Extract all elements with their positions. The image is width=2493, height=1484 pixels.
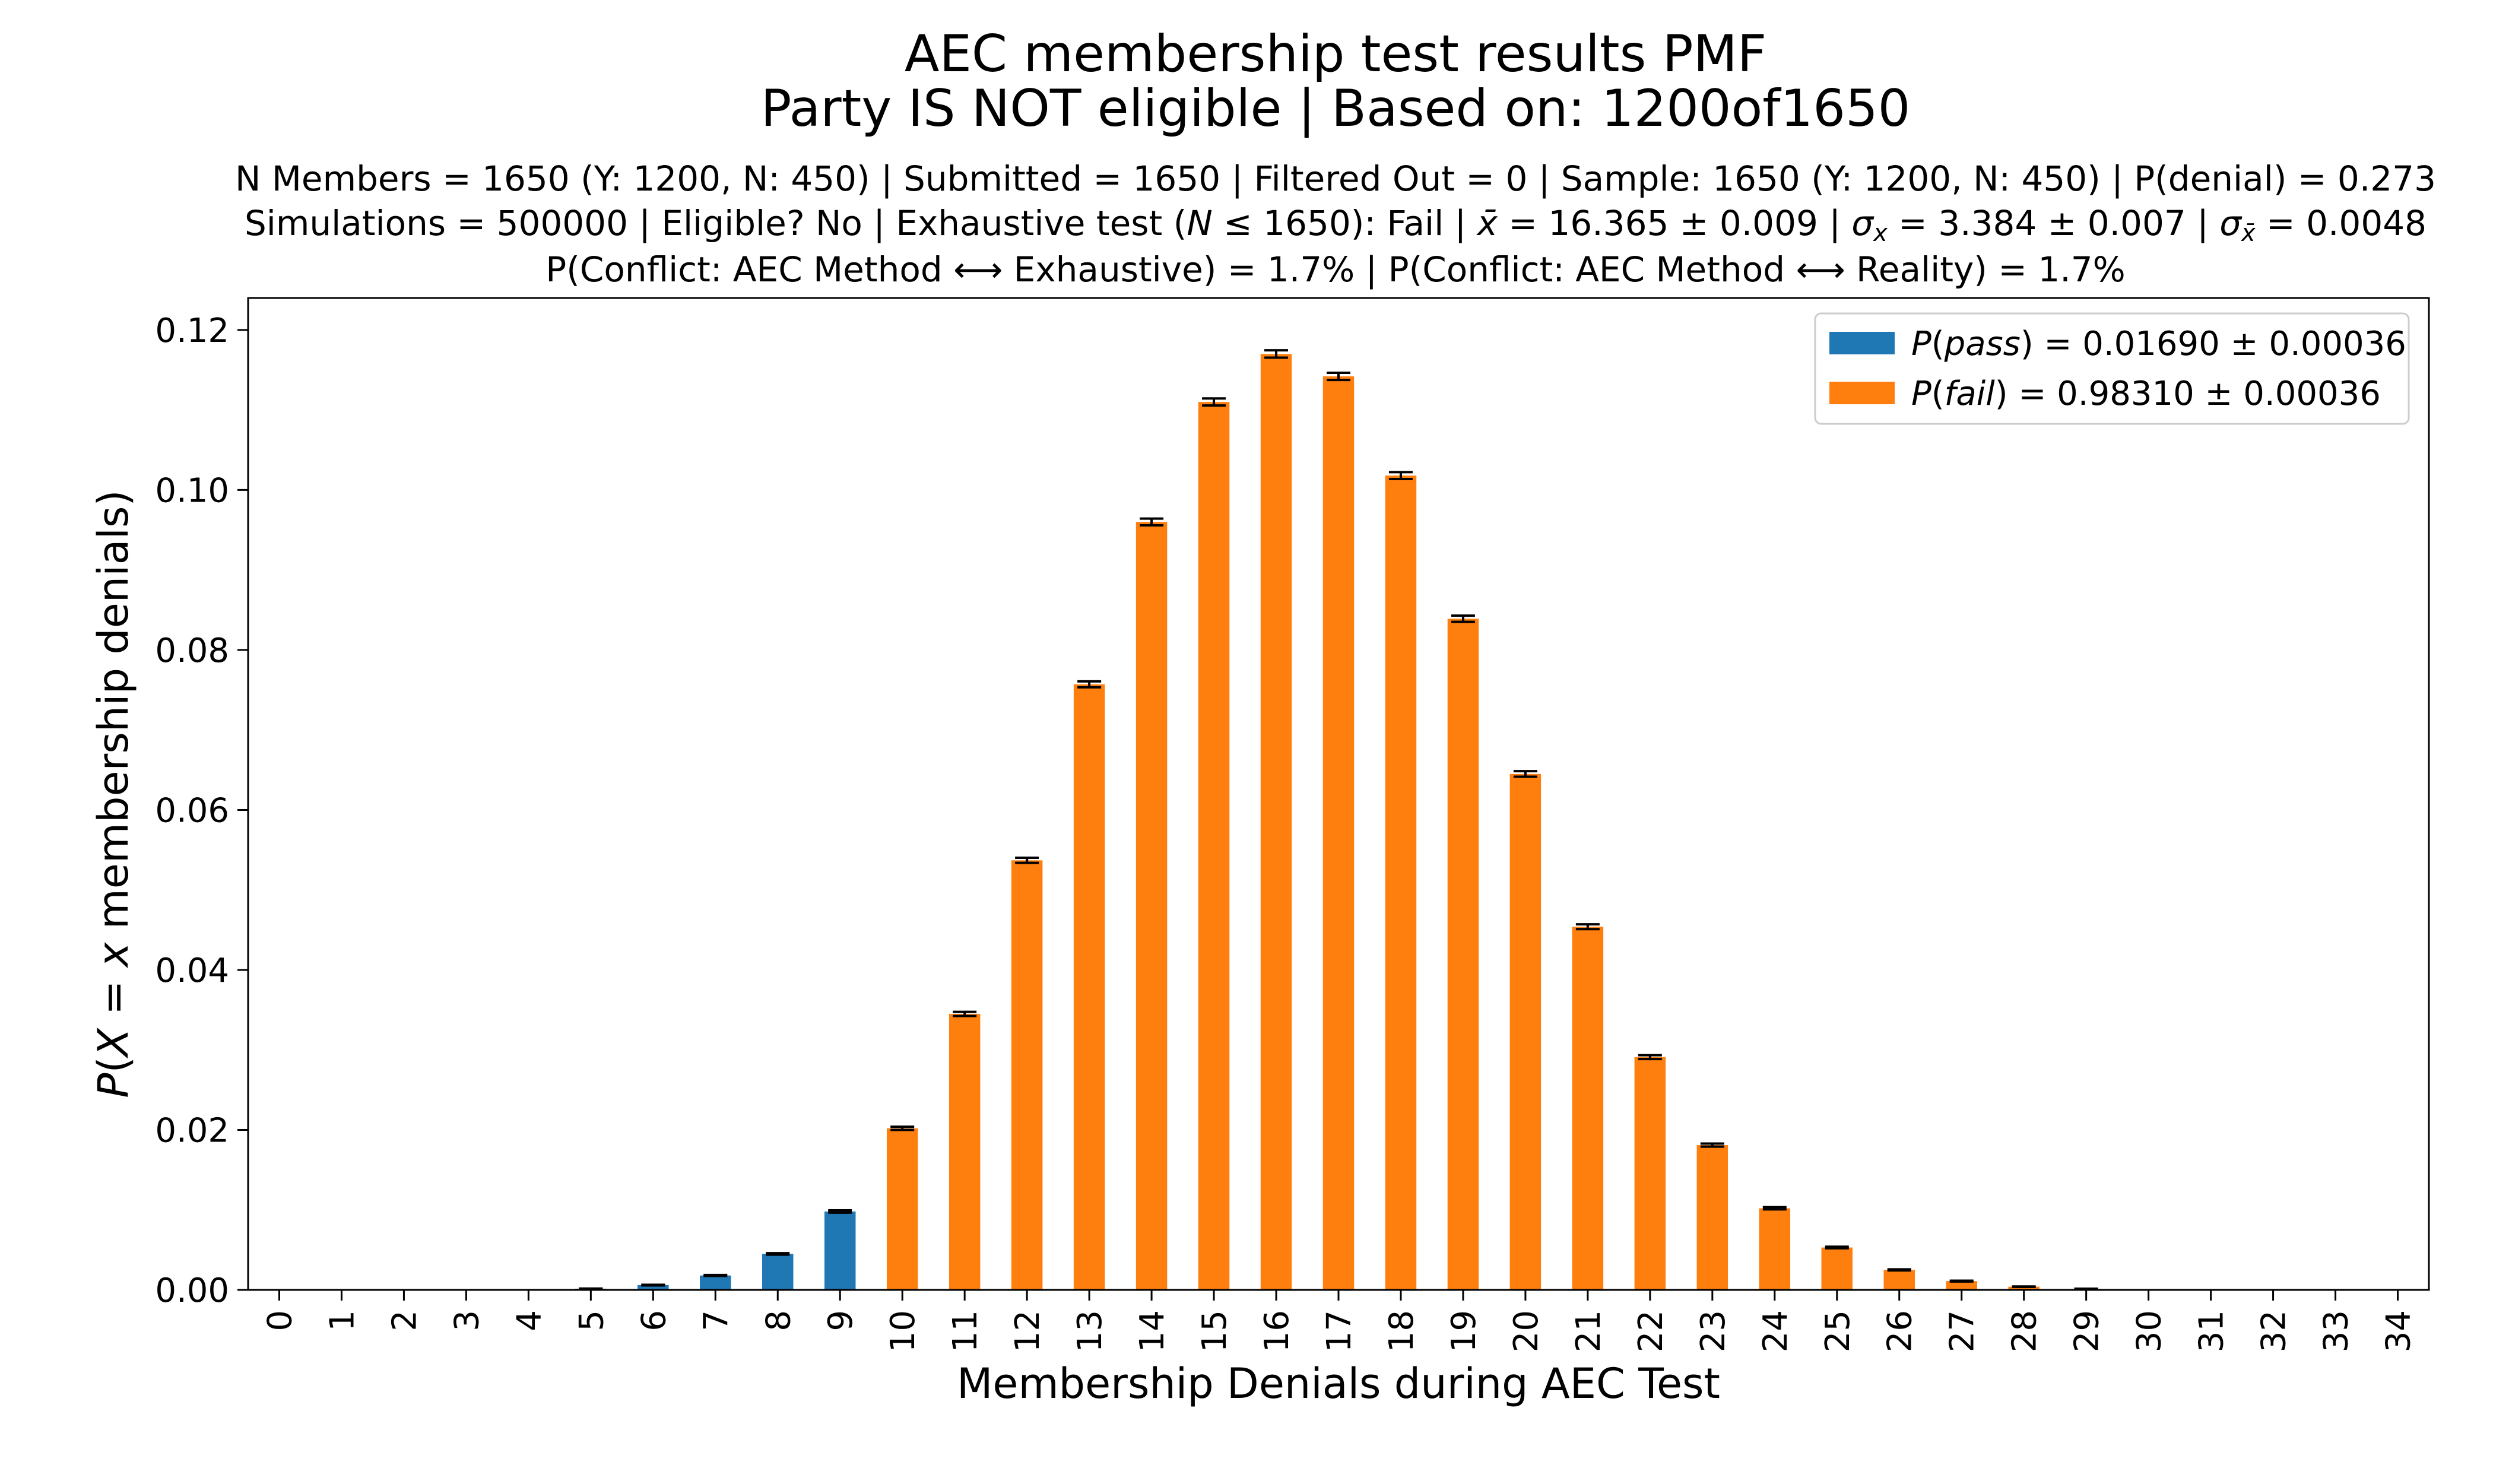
x-tick-label-21: 21 — [1569, 1310, 1608, 1352]
info-line-1: N Members = 1650 (Y: 1200, N: 450) | Sub… — [235, 158, 2436, 199]
bar-28 — [2008, 1286, 2040, 1290]
y-tick-label-0.00: 0.00 — [155, 1271, 229, 1310]
x-tick-label-17: 17 — [1320, 1310, 1359, 1352]
bar-7 — [700, 1275, 731, 1290]
legend-box — [1814, 312, 2410, 425]
legend-swatch-pass — [1829, 332, 1895, 354]
bar-15 — [1198, 402, 1230, 1290]
x-tick-label-29: 29 — [2068, 1310, 2107, 1352]
x-tick-label-14: 14 — [1133, 1310, 1172, 1352]
bar-10 — [886, 1128, 918, 1290]
bar-18 — [1385, 475, 1417, 1290]
legend-label-fail: P(fail) = 0.98310 ± 0.00036 — [1911, 375, 2381, 413]
bar-20 — [1509, 773, 1542, 1290]
bar-19 — [1447, 619, 1479, 1290]
x-tick-label-26: 26 — [1881, 1310, 1920, 1352]
x-tick-label-8: 8 — [759, 1310, 798, 1331]
x-tick-label-20: 20 — [1507, 1310, 1546, 1352]
x-tick-label-7: 7 — [697, 1310, 735, 1331]
x-tick-label-31: 31 — [2193, 1310, 2231, 1352]
bar-6 — [637, 1285, 669, 1290]
x-tick-label-16: 16 — [1258, 1310, 1296, 1352]
x-tick-label-3: 3 — [448, 1310, 486, 1331]
info-line-2: Simulations = 500000 | Eligible? No | Ex… — [0, 206, 2493, 245]
bar-22 — [1634, 1057, 1666, 1290]
info-n-symbol: N — [1187, 203, 1213, 243]
x-tick-label-25: 25 — [1819, 1310, 1857, 1352]
bars-group — [513, 354, 2226, 1290]
y-axis-label: P(X = x membership denials) — [89, 490, 138, 1098]
chart-subtitle: Party IS NOT eligible | Based on: 1200of… — [760, 79, 1911, 138]
x-tick-label-4: 4 — [510, 1310, 548, 1331]
y-tick-label-0.12: 0.12 — [155, 312, 229, 350]
y-tick-label-0.06: 0.06 — [155, 791, 229, 830]
bar-27 — [1946, 1281, 1977, 1290]
x-tick-label-23: 23 — [1694, 1310, 1733, 1352]
bar-25 — [1821, 1247, 1853, 1290]
info-sigma-x-sub: x — [1873, 220, 1888, 247]
y-tick-label-0.08: 0.08 — [155, 632, 229, 670]
x-tick-label-19: 19 — [1445, 1310, 1483, 1352]
x-tick-label-27: 27 — [1943, 1310, 1982, 1352]
info-sigma-xbar-sub: x̄ — [2241, 220, 2256, 247]
bar-9 — [824, 1211, 856, 1290]
y-tick-label-0.02: 0.02 — [155, 1111, 229, 1150]
x-tick-label-6: 6 — [635, 1310, 673, 1331]
bar-12 — [1011, 860, 1043, 1290]
x-axis-label: Membership Denials during AEC Test — [957, 1359, 1720, 1408]
x-tick-label-34: 34 — [2380, 1310, 2418, 1352]
bar-16 — [1260, 354, 1292, 1290]
bar-11 — [949, 1014, 981, 1290]
x-tick-label-12: 12 — [1008, 1310, 1047, 1352]
bar-8 — [762, 1254, 794, 1290]
x-tick-label-9: 9 — [822, 1310, 860, 1331]
bar-26 — [1883, 1270, 1915, 1290]
chart-title: AEC membership test results PMF — [904, 24, 1767, 84]
info-sigma-x-symbol: σ — [1851, 203, 1874, 243]
x-tick-label-15: 15 — [1195, 1310, 1234, 1352]
info-sigma-xbar-value: = 0.0048 — [2255, 203, 2427, 243]
x-tick-label-32: 32 — [2255, 1310, 2294, 1352]
info-n-rel: ≤ 1650): Fail | — [1212, 203, 1477, 243]
legend-swatch-fail — [1829, 382, 1895, 404]
bar-14 — [1136, 522, 1168, 1290]
x-tick-label-22: 22 — [1632, 1310, 1670, 1352]
x-tick-label-30: 30 — [2130, 1310, 2169, 1352]
x-tick-label-1: 1 — [323, 1310, 361, 1331]
error-bars-group — [579, 349, 2098, 1290]
bar-21 — [1572, 927, 1604, 1290]
info-line-2-prefix: Simulations = 500000 | Eligible? No | Ex… — [244, 203, 1187, 243]
x-axis: 0 1 2 3 4 5 6 7 8 9 10 11 12 13 14 15 16 17 18 19 20 21 22 23 24… — [261, 1290, 2418, 1352]
x-tick-label-10: 10 — [884, 1310, 922, 1352]
bar-17 — [1322, 376, 1355, 1290]
info-sigma-xbar-symbol: σ — [2219, 203, 2241, 243]
y-tick-label-0.10: 0.10 — [155, 471, 229, 510]
x-tick-label-24: 24 — [1756, 1310, 1795, 1352]
y-axis: 0.00 0.02 0.04 0.06 0.08 0.10 0.12 — [155, 312, 248, 1310]
x-tick-label-5: 5 — [572, 1310, 611, 1331]
x-tick-label-18: 18 — [1382, 1310, 1421, 1352]
info-line-3: P(Conflict: AEC Method ⟷ Exhaustive) = 1… — [545, 249, 2126, 290]
x-tick-label-28: 28 — [2006, 1310, 2044, 1352]
x-tick-label-13: 13 — [1071, 1310, 1109, 1352]
x-tick-label-2: 2 — [385, 1310, 424, 1331]
x-tick-label-11: 11 — [946, 1310, 985, 1352]
x-tick-label-0: 0 — [261, 1310, 299, 1331]
bar-23 — [1696, 1145, 1728, 1290]
info-sigma-x-value: = 3.384 ± 0.007 | — [1887, 203, 2220, 243]
bar-13 — [1073, 684, 1105, 1290]
legend: P(pass) = 0.01690 ± 0.00036 P(fail) = 0.9… — [1814, 312, 2410, 425]
bar-24 — [1759, 1208, 1791, 1290]
info-xbar-value: = 16.365 ± 0.009 | — [1497, 203, 1852, 243]
info-xbar-symbol: x̄ — [1477, 203, 1498, 243]
y-tick-label-0.04: 0.04 — [155, 952, 229, 990]
x-tick-label-33: 33 — [2317, 1310, 2356, 1352]
legend-label-pass: P(pass) = 0.01690 ± 0.00036 — [1911, 325, 2406, 363]
